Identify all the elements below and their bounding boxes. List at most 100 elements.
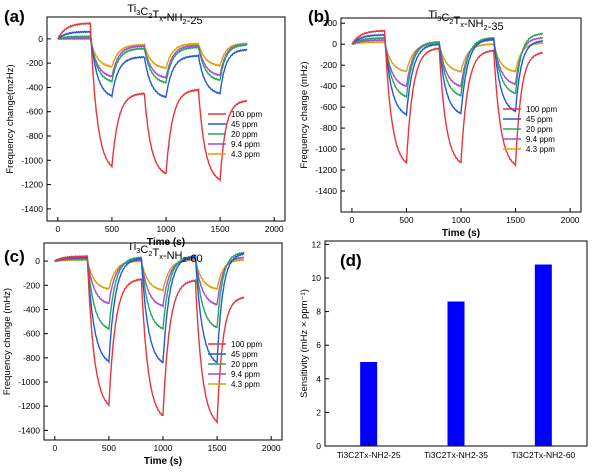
chart-title: Ti3C2Tx-NH2-60	[127, 241, 202, 265]
x-tick-label: Ti3C2Tx-NH2-25	[337, 450, 401, 460]
panel-label: (d)	[340, 251, 362, 270]
legend-label: 20 ppm	[231, 130, 258, 139]
x-tick-label: 1000	[154, 443, 173, 453]
panel-label: (b)	[308, 7, 330, 26]
y-tick-label: -1200	[21, 180, 43, 190]
y-tick-label: -600	[23, 329, 40, 339]
y-axis-label: Frequency change (mHz)	[2, 288, 13, 395]
y-tick-label: 200	[323, 18, 337, 28]
panel-d: 0 2 4 6 8 10 12 Ti3C2Tx-NH2-25 Ti3C2Tx-NH2-35 Ti3…	[299, 239, 588, 460]
y-tick-label: -1400	[21, 204, 43, 214]
x-tick-label: 2000	[265, 224, 284, 234]
title-subscript: 3	[136, 246, 140, 255]
bar-Ti3C2Tx-NH2-60	[534, 264, 552, 446]
y-tick-label: -200	[320, 60, 337, 70]
title-part: -60	[187, 253, 203, 265]
panel-b: 0 500 1000 1500 2000-1400-1200-1000-800-600-…	[299, 7, 582, 239]
series-line-100-ppm	[351, 29, 543, 168]
y-tick-label: 0	[38, 34, 43, 44]
legend-label: 4.3 ppm	[526, 145, 555, 154]
y-tick-label: -1200	[315, 165, 337, 175]
y-tick-label: 0	[332, 39, 337, 49]
x-tick-label: 500	[102, 443, 116, 453]
title-subscript: 2	[148, 249, 152, 258]
y-tick-label: -200	[23, 280, 40, 290]
legend-label: 45 ppm	[231, 120, 258, 129]
y-tick-label: -1000	[315, 144, 337, 154]
x-tick-label: 1500	[506, 215, 525, 225]
x-tick-label: Ti3C2Tx-NH2-35	[424, 450, 488, 460]
title-subscript: 3	[437, 14, 441, 23]
title-part: -35	[488, 21, 504, 33]
series-line-45-ppm	[57, 30, 248, 99]
x-tick-label: 1000	[157, 224, 176, 234]
title-part: -NH	[464, 18, 484, 30]
title-part: -NH	[163, 250, 183, 262]
title-subscript: 2	[148, 11, 152, 20]
y-tick-label: -1400	[315, 186, 337, 196]
title-part: T	[152, 247, 159, 259]
x-tick-label: 2000	[561, 215, 580, 225]
x-axis-label: Time (s)	[442, 228, 480, 239]
series-line-9-4-ppm	[57, 36, 248, 80]
x-tick-label: 2000	[262, 443, 281, 453]
title-subscript: x	[460, 20, 464, 29]
y-axis-label: Frequency change(mzHz)	[5, 64, 16, 173]
y-axis-label: Sensitivity (mHz × ppm⁻¹)	[299, 289, 310, 398]
y-tick-label: -200	[26, 58, 43, 68]
y-tick-label: 0	[35, 256, 40, 266]
y-tick-label: 4	[316, 374, 321, 384]
legend-label: 4.3 ppm	[231, 380, 260, 389]
title-part: Ti	[428, 9, 437, 21]
legend-label: 100 ppm	[526, 105, 557, 114]
y-tick-label: -800	[320, 123, 337, 133]
x-tick-label: 0	[350, 215, 355, 225]
title-part: Ti	[127, 241, 136, 253]
series-line-9-4-ppm	[351, 36, 544, 89]
title-part: C	[140, 6, 148, 18]
y-tick-label: 2	[316, 407, 321, 417]
y-tick-label: -1000	[21, 155, 43, 165]
title-part: T	[152, 9, 159, 21]
title-subscript: 2	[183, 255, 187, 264]
legend-label: 20 ppm	[526, 125, 553, 134]
legend-label: 100 ppm	[231, 340, 262, 349]
y-tick-label: 6	[316, 340, 321, 350]
y-tick-label: 10	[312, 273, 322, 283]
x-tick-label: 1000	[452, 215, 471, 225]
title-subscript: 2	[183, 17, 187, 26]
series-line-4-3-ppm	[351, 40, 544, 74]
legend-label: 100 ppm	[231, 110, 262, 119]
bar-Ti3C2Tx-NH2-25	[360, 361, 378, 446]
legend-label: 20 ppm	[231, 360, 258, 369]
chart-title: Ti3C2Tx-NH2-35	[428, 9, 503, 33]
chart-title: Ti3C2Tx-NH2-25	[127, 3, 202, 27]
title-subscript: 2	[449, 17, 453, 26]
series-line-20-ppm	[351, 32, 544, 99]
legend-label: 9.4 ppm	[231, 140, 260, 149]
legend-label: 9.4 ppm	[231, 370, 260, 379]
y-axis-label: Frequency change (mHz)	[299, 61, 310, 168]
series-line-45-ppm	[54, 253, 245, 365]
y-tick-label: -800	[23, 353, 40, 363]
title-subscript: x	[159, 14, 163, 23]
y-tick-label: -1000	[18, 377, 40, 387]
legend-label: 45 ppm	[231, 350, 258, 359]
title-part: -25	[187, 15, 203, 27]
y-tick-label: 0	[316, 441, 321, 451]
y-tick-label: -600	[26, 107, 43, 117]
title-subscript: 2	[484, 23, 488, 32]
y-tick-label: -400	[320, 81, 337, 91]
panel-label: (a)	[4, 7, 25, 26]
y-tick-label: 8	[316, 307, 321, 317]
title-part: -NH	[163, 12, 183, 24]
x-tick-label: 1500	[208, 443, 227, 453]
series-line-100-ppm	[54, 254, 245, 425]
legend-label: 9.4 ppm	[526, 135, 555, 144]
y-tick-label: 12	[312, 239, 322, 249]
series-line-20-ppm	[57, 34, 248, 84]
legend-label: 45 ppm	[526, 115, 553, 124]
series-line-100-ppm	[57, 22, 248, 183]
x-tick-label: 0	[55, 224, 60, 234]
y-tick-label: -400	[26, 82, 43, 92]
